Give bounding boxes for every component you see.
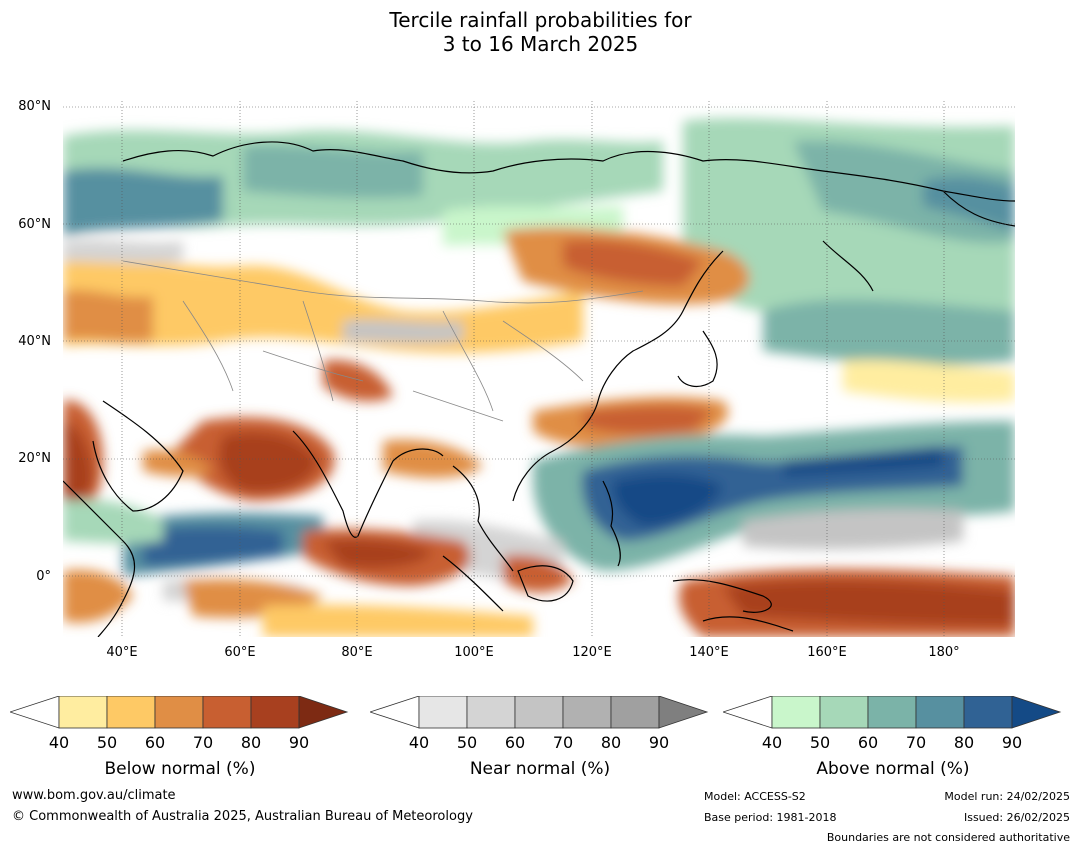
below-normal-swatch-3 <box>154 696 204 729</box>
above-normal-label: Above normal (%) <box>816 759 970 779</box>
lon-label-80e: 80°E <box>341 645 373 660</box>
base-period: Base period: 1981-2018 <box>704 811 837 824</box>
near-normal-swatch-3 <box>514 696 564 729</box>
model-run-date: Model run: 24/02/2025 <box>944 790 1070 803</box>
above-normal-swatch-2 <box>819 696 869 729</box>
lat-label-20n: 20°N <box>18 451 51 466</box>
above-tick-90: 90 <box>1001 733 1023 752</box>
lon-label-140e: 140°E <box>689 645 729 660</box>
graticule <box>63 101 1015 637</box>
near-normal-swatch-2 <box>466 696 516 729</box>
coastline-paths <box>63 141 1015 637</box>
below-normal-swatch-2 <box>106 696 156 729</box>
above-tick-50: 50 <box>809 733 831 752</box>
rainfall-probability-map <box>63 101 1015 637</box>
lat-label-60n: 60°N <box>18 217 51 232</box>
below-tick-60: 60 <box>144 733 166 752</box>
below-normal-swatch-5 <box>250 696 300 729</box>
below-tick-50: 50 <box>96 733 118 752</box>
copyright-text: © Commonwealth of Australia 2025, Austra… <box>12 809 473 824</box>
issued-date: Issued: 26/02/2025 <box>963 811 1070 824</box>
lat-label-equator: 0° <box>36 569 51 584</box>
above-normal-swatch-3 <box>867 696 917 729</box>
above-normal-swatch-1 <box>771 696 821 729</box>
above-tick-70: 70 <box>905 733 927 752</box>
near-tick-40: 40 <box>408 733 430 752</box>
below-normal-label: Below normal (%) <box>104 759 256 779</box>
lon-label-60e: 60°E <box>224 645 256 660</box>
above-normal-colorbar <box>723 696 1062 729</box>
near-tick-50: 50 <box>456 733 478 752</box>
below-tick-80: 80 <box>240 733 262 752</box>
near-tick-60: 60 <box>504 733 526 752</box>
lat-label-80n: 80°N <box>18 99 51 114</box>
below-normal-upper-arrow <box>298 696 349 729</box>
boundaries-disclaimer: Boundaries are not considered authoritat… <box>826 831 1070 844</box>
probability-field <box>63 118 1015 637</box>
below-normal-lower-arrow <box>10 696 60 729</box>
below-normal-colorbar <box>10 696 349 729</box>
lon-label-180: 180° <box>928 645 960 660</box>
near-normal-lower-arrow <box>370 696 420 729</box>
lon-label-100e: 100°E <box>454 645 494 660</box>
lon-label-40e: 40°E <box>106 645 138 660</box>
near-normal-swatch-5 <box>610 696 660 729</box>
above-normal-upper-arrow <box>1011 696 1062 729</box>
near-normal-swatch-1 <box>418 696 468 729</box>
map-title: Tercile rainfall probabilities for 3 to … <box>0 8 1081 56</box>
above-normal-swatch-4 <box>915 696 965 729</box>
website-link[interactable]: www.bom.gov.au/climate <box>12 788 176 803</box>
country-boundaries <box>122 260 644 422</box>
above-tick-40: 40 <box>761 733 783 752</box>
below-normal-swatch-1 <box>58 696 108 729</box>
below-tick-40: 40 <box>48 733 70 752</box>
above-tick-60: 60 <box>857 733 879 752</box>
title-line-2: 3 to 16 March 2025 <box>442 32 639 56</box>
model-name: Model: ACCESS-S2 <box>704 790 806 803</box>
above-normal-swatch-5 <box>963 696 1013 729</box>
near-tick-80: 80 <box>600 733 622 752</box>
above-normal-lower-arrow <box>723 696 773 729</box>
near-normal-colorbar <box>370 696 709 729</box>
below-tick-90: 90 <box>288 733 310 752</box>
lon-label-160e: 160°E <box>807 645 847 660</box>
near-tick-70: 70 <box>552 733 574 752</box>
near-normal-swatch-4 <box>562 696 612 729</box>
map-canvas <box>63 101 1015 637</box>
near-tick-90: 90 <box>648 733 670 752</box>
below-normal-swatch-4 <box>202 696 252 729</box>
near-normal-upper-arrow <box>658 696 709 729</box>
lon-label-120e: 120°E <box>572 645 612 660</box>
above-tick-80: 80 <box>953 733 975 752</box>
below-tick-70: 70 <box>192 733 214 752</box>
near-normal-label: Near normal (%) <box>469 759 611 779</box>
lat-label-40n: 40°N <box>18 334 51 349</box>
title-line-1: Tercile rainfall probabilities for <box>389 8 692 32</box>
